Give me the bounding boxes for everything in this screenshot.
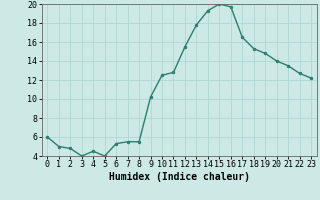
X-axis label: Humidex (Indice chaleur): Humidex (Indice chaleur)	[109, 172, 250, 182]
